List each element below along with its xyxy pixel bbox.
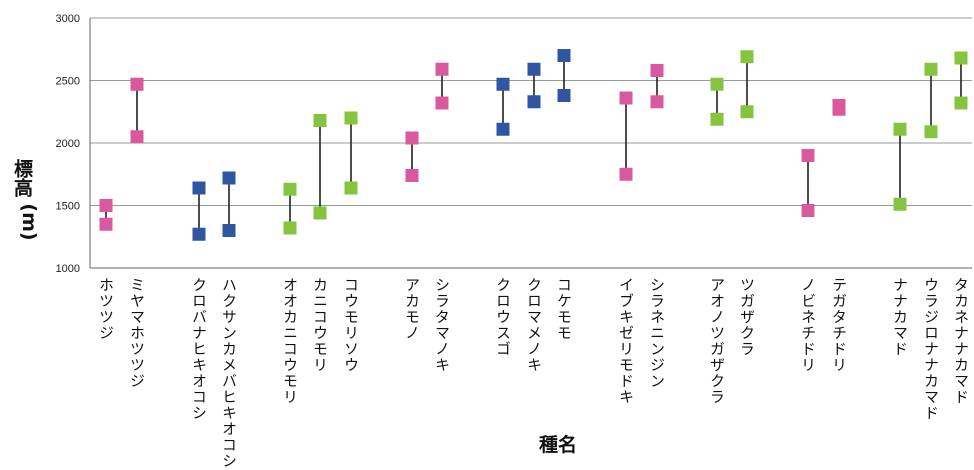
- max-marker: [924, 62, 938, 76]
- min-marker: [650, 95, 664, 109]
- y-tick-label: 2000: [56, 138, 80, 150]
- range-item: [619, 91, 633, 181]
- range-item: [283, 182, 297, 235]
- gridlines: [90, 17, 972, 206]
- range-item: [527, 62, 541, 109]
- y-axis-title: 標高: [11, 158, 33, 197]
- category-label: ハクサンカメバヒキオコシ: [220, 277, 238, 469]
- category-label: タカネナナカマド: [952, 277, 970, 405]
- range-item: [954, 51, 968, 110]
- category-label: クロマメノキ: [525, 277, 543, 373]
- min-marker: [313, 206, 327, 220]
- max-marker: [99, 199, 113, 212]
- min-marker: [801, 204, 815, 217]
- range-item: [893, 122, 907, 211]
- x-axis-title: 種名: [539, 433, 577, 456]
- category-label: コウモリソウ: [342, 277, 360, 373]
- max-marker: [222, 171, 236, 185]
- min-marker: [222, 224, 236, 237]
- category-label: オオカニコウモリ: [281, 277, 299, 405]
- range-item: [801, 149, 815, 217]
- range-item: [496, 77, 510, 136]
- min-marker: [496, 122, 510, 136]
- y-tick-label: 1000: [56, 263, 80, 275]
- range-item: [435, 62, 449, 110]
- category-label: ミヤマホツツジ: [128, 277, 146, 389]
- x-tick-labels: ホツツジ ミヤマホツツジ クロバナヒキオコシ ハクサンカメバヒキオコシ オオカニコウモリ…: [97, 277, 970, 469]
- min-marker: [893, 197, 907, 211]
- min-marker: [344, 181, 358, 195]
- category-label: カニコウモリ: [311, 277, 329, 373]
- category-label: ホツツジ: [97, 277, 115, 341]
- min-marker: [740, 105, 754, 119]
- min-marker: [435, 96, 449, 110]
- category-label: クロウスゴ: [494, 277, 512, 357]
- axes: [89, 18, 972, 269]
- category-label: ツガザクラ: [738, 277, 756, 357]
- y-axis-unit: (m): [18, 203, 40, 240]
- category-label: アカモノ: [403, 277, 421, 341]
- range-item: [222, 171, 236, 237]
- min-marker: [619, 167, 633, 181]
- min-marker: [283, 221, 297, 235]
- max-marker: [954, 51, 968, 65]
- range-item: [99, 199, 113, 231]
- max-marker: [557, 49, 571, 62]
- category-label: ウラジロナナカマド: [922, 277, 940, 421]
- max-marker: [496, 77, 510, 91]
- max-marker: [405, 131, 419, 145]
- category-label: ナナカマド: [891, 277, 909, 357]
- max-marker: [130, 77, 144, 91]
- max-marker: [801, 149, 815, 162]
- range-item: [832, 99, 846, 116]
- min-marker: [99, 217, 113, 231]
- category-label: シラネニンジン: [648, 277, 666, 389]
- min-marker: [832, 102, 846, 116]
- max-marker: [527, 62, 541, 76]
- min-marker: [405, 169, 419, 182]
- y-tick-label: 2500: [56, 76, 80, 88]
- range-item: [710, 77, 724, 126]
- y-tick-labels: 1000 1500 2000 2500 3000: [56, 13, 80, 275]
- y-tick-label: 3000: [56, 13, 80, 25]
- category-label: コケモモ: [555, 277, 573, 341]
- category-label: イブキゼリモドキ: [617, 277, 635, 405]
- category-label: シラタマノキ: [433, 277, 451, 373]
- min-marker: [954, 96, 968, 110]
- range-item: [344, 111, 358, 195]
- max-marker: [710, 77, 724, 91]
- max-marker: [893, 122, 907, 136]
- category-label: ノビネチドリ: [799, 277, 817, 373]
- min-marker: [527, 95, 541, 109]
- range-item: [313, 114, 327, 220]
- max-marker: [192, 181, 206, 195]
- y-tick-label: 1500: [56, 201, 80, 213]
- range-series: [99, 49, 968, 241]
- category-label: アオノツガザクラ: [708, 277, 726, 405]
- max-marker: [283, 182, 297, 196]
- max-marker: [740, 50, 754, 64]
- min-marker: [130, 130, 144, 144]
- min-marker: [924, 125, 938, 139]
- min-marker: [710, 112, 724, 126]
- range-item: [557, 49, 571, 102]
- max-marker: [435, 62, 449, 76]
- range-item: [192, 181, 206, 241]
- max-marker: [650, 64, 664, 77]
- max-marker: [619, 91, 633, 105]
- range-item: [405, 131, 419, 182]
- range-item: [130, 77, 144, 144]
- range-item: [740, 50, 754, 119]
- range-item: [924, 62, 938, 139]
- max-marker: [344, 111, 358, 125]
- max-marker: [313, 114, 327, 127]
- category-label: クロバナヒキオコシ: [190, 277, 208, 421]
- min-marker: [192, 227, 206, 241]
- range-item: [650, 64, 664, 109]
- min-marker: [557, 89, 571, 102]
- category-label: テガタチドリ: [830, 277, 848, 373]
